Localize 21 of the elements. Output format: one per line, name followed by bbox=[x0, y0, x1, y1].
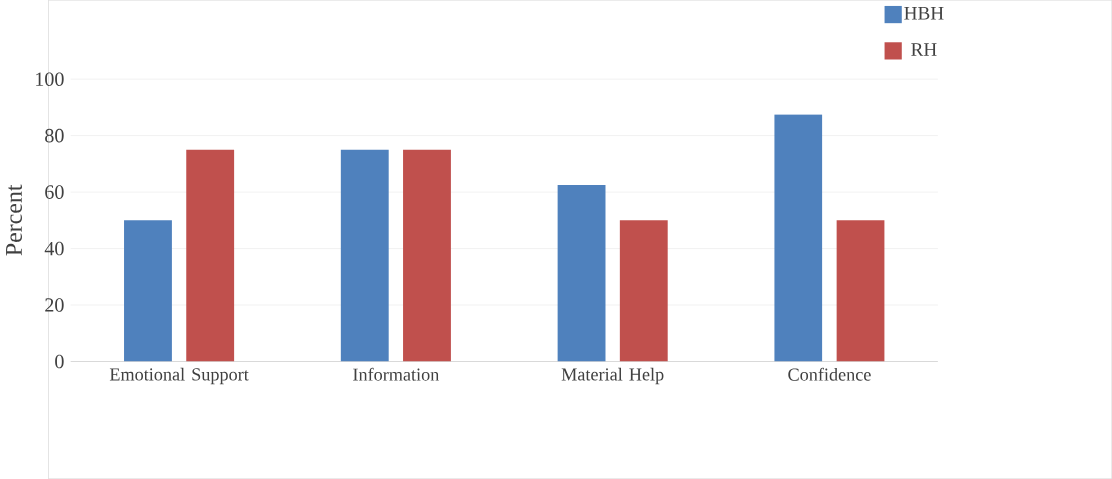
x-tick-label: Emotional Support bbox=[109, 367, 249, 385]
bar bbox=[619, 220, 668, 362]
legend-label: HBH bbox=[904, 6, 944, 20]
x-tick-label: Information bbox=[353, 367, 440, 381]
y-tick-label: 0 bbox=[55, 354, 64, 369]
y-tick-label: 20 bbox=[45, 298, 64, 312]
bar bbox=[836, 220, 885, 362]
bar bbox=[186, 149, 235, 362]
bar bbox=[774, 114, 823, 362]
bar bbox=[557, 185, 606, 362]
bar bbox=[124, 220, 172, 362]
legend-label: RH bbox=[911, 43, 937, 56]
y-tick-label: 100 bbox=[36, 72, 64, 86]
x-tick-label: Material Help bbox=[561, 367, 664, 385]
y-axis-title: Percent bbox=[6, 184, 22, 256]
bar bbox=[340, 149, 389, 362]
y-tick-label: 60 bbox=[45, 185, 64, 199]
bar bbox=[403, 149, 451, 362]
x-tick-label: Confidence bbox=[788, 367, 871, 381]
y-tick-label: 40 bbox=[44, 241, 64, 256]
y-tick-label: 80 bbox=[45, 128, 64, 143]
